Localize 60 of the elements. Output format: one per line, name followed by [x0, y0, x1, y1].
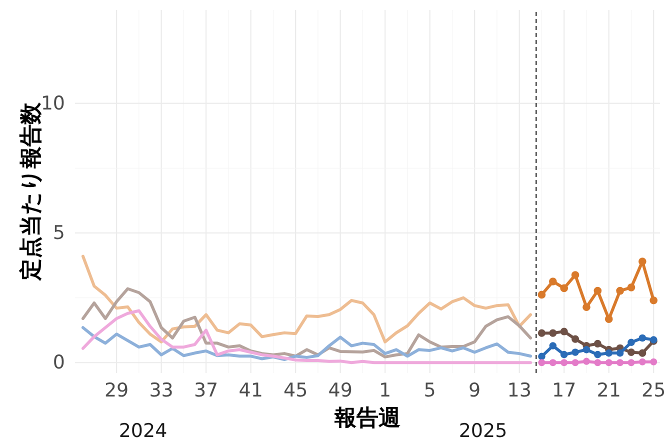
- point: [560, 284, 568, 292]
- point: [594, 286, 602, 295]
- point: [572, 335, 580, 343]
- point: [638, 358, 646, 366]
- y-tick-label: 0: [52, 352, 65, 374]
- point: [594, 359, 602, 366]
- point: [538, 329, 546, 337]
- point: [572, 359, 579, 366]
- line-series: [81, 254, 532, 344]
- x-tick-label: 1: [379, 379, 392, 402]
- point: [560, 350, 568, 358]
- point: [571, 271, 580, 279]
- y-tick-label: 5: [52, 222, 65, 244]
- x-tick-label: 29: [104, 379, 129, 402]
- point: [549, 329, 557, 337]
- text: 2024: [118, 420, 168, 440]
- point: [628, 338, 635, 346]
- point: [582, 303, 590, 312]
- point: [560, 328, 568, 336]
- line-series: [81, 326, 532, 362]
- x-tick-label: 5: [424, 379, 436, 402]
- point: [616, 286, 624, 295]
- point: [616, 349, 624, 357]
- point: [582, 346, 590, 354]
- line-series: [81, 309, 532, 364]
- x-axis-title: 報告週: [334, 406, 400, 431]
- point: [638, 258, 646, 266]
- point: [605, 349, 613, 357]
- point: [638, 349, 646, 357]
- point: [594, 350, 602, 358]
- x-tick-label: 9: [468, 379, 481, 402]
- x-tick-label: 21: [596, 379, 621, 402]
- point: [627, 348, 636, 356]
- point: [549, 278, 557, 286]
- point: [572, 348, 579, 356]
- x-tick-label: 25: [642, 379, 666, 402]
- x-tick-label: 37: [194, 379, 218, 402]
- x-tick-label: 45: [283, 379, 308, 402]
- point: [605, 359, 612, 366]
- point: [650, 358, 658, 366]
- x-tick-label: 17: [552, 379, 576, 402]
- text: 2025: [458, 420, 508, 440]
- x-tick-label: 49: [328, 379, 352, 402]
- point: [538, 352, 546, 360]
- point: [616, 359, 624, 366]
- x-tick-label: 13: [507, 379, 532, 402]
- point: [627, 284, 636, 292]
- point: [638, 334, 646, 342]
- point: [549, 342, 557, 350]
- x-tick-label: 41: [238, 379, 263, 402]
- point: [604, 315, 613, 323]
- point: [582, 358, 590, 365]
- point: [560, 359, 568, 366]
- x-tick-label: 33: [149, 379, 174, 402]
- point: [628, 359, 635, 366]
- point: [650, 296, 658, 304]
- point: [538, 290, 546, 299]
- point: [538, 359, 546, 366]
- point: [594, 340, 602, 348]
- point: [549, 359, 556, 366]
